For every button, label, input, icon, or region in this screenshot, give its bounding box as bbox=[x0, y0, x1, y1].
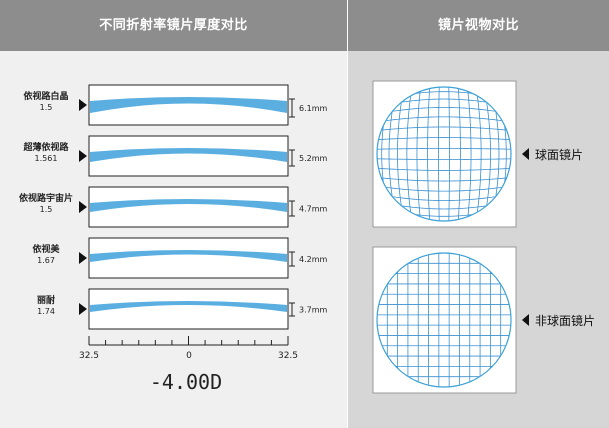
lens-name: 依视路白晶 bbox=[23, 90, 68, 102]
scale-center-label: 0 bbox=[186, 351, 192, 361]
row-pointer-icon bbox=[79, 303, 87, 315]
vision-title: 镜片视物对比 bbox=[348, 0, 609, 51]
spherical-pointer-icon bbox=[522, 148, 529, 160]
spherical-lens-circle bbox=[376, 86, 512, 222]
aspherical-lens-circle bbox=[376, 252, 512, 388]
thickness-label: 5.2mm bbox=[299, 154, 328, 163]
lens-row: 3.7mm 丽耐1.74 bbox=[37, 288, 328, 330]
thickness-label: 6.1mm bbox=[299, 104, 328, 113]
lens-name: 依视路宇宙片 bbox=[19, 192, 73, 204]
scale-left-label: 32.5 bbox=[79, 351, 99, 361]
thickness-title: 不同折射率镜片厚度对比 bbox=[0, 0, 347, 51]
lens-profile bbox=[90, 301, 287, 312]
row-pointer-icon bbox=[79, 99, 87, 111]
lens-profile bbox=[90, 148, 287, 162]
row-pointer-icon bbox=[79, 252, 87, 264]
row-pointer-icon bbox=[79, 201, 87, 213]
aspherical-label: 非球面镜片 bbox=[535, 313, 595, 328]
aspherical-pointer-icon bbox=[522, 314, 529, 326]
scale-right-label: 32.5 bbox=[278, 351, 298, 361]
lens-box bbox=[88, 288, 289, 330]
panel-divider bbox=[347, 0, 348, 428]
lens-profile bbox=[90, 97, 287, 113]
thickness-label: 3.7mm bbox=[299, 306, 328, 315]
lens-name: 超薄依视路 bbox=[22, 141, 69, 153]
lens-profile bbox=[90, 199, 287, 212]
lens-index: 1.5 bbox=[40, 205, 53, 214]
thickness-label: 4.2mm bbox=[299, 255, 328, 264]
lens-profile bbox=[90, 250, 287, 262]
lens-index: 1.561 bbox=[35, 154, 58, 163]
spherical-label: 球面镜片 bbox=[535, 147, 583, 162]
lens-index: 1.67 bbox=[37, 256, 55, 265]
lens-name: 依视美 bbox=[32, 243, 60, 255]
lens-name: 丽耐 bbox=[37, 294, 55, 306]
lens-index: 1.5 bbox=[40, 103, 53, 112]
power-label: -4.00D bbox=[150, 370, 222, 394]
lens-box bbox=[88, 237, 289, 279]
lens-index: 1.74 bbox=[37, 307, 55, 316]
spherical-lens-box bbox=[372, 80, 517, 228]
row-pointer-icon bbox=[79, 150, 87, 162]
scale-ruler: 32.5 0 32.5 bbox=[79, 336, 298, 361]
thickness-label: 4.7mm bbox=[299, 205, 328, 214]
aspherical-lens-box bbox=[372, 246, 517, 394]
